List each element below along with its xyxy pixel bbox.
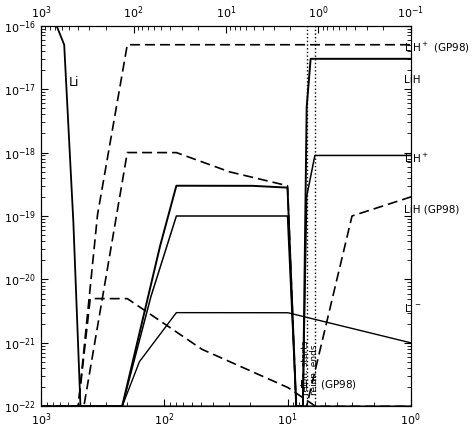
Text: LiH (GP98): LiH (GP98) bbox=[404, 205, 459, 215]
Text: LiH$^+$: LiH$^+$ bbox=[404, 152, 429, 165]
Text: LiH$^+$ (GP98): LiH$^+$ (GP98) bbox=[404, 41, 470, 55]
Text: reion. starts: reion. starts bbox=[301, 341, 310, 395]
Text: Li$^-$ (GP98): Li$^-$ (GP98) bbox=[300, 378, 357, 391]
Text: reion. ends: reion. ends bbox=[310, 345, 319, 395]
Text: Li: Li bbox=[68, 76, 79, 89]
Text: Li$^-$: Li$^-$ bbox=[404, 302, 421, 314]
Text: LiH: LiH bbox=[404, 75, 420, 85]
